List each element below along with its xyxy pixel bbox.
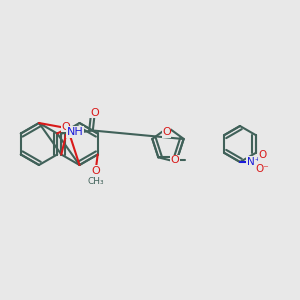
Text: O⁻: O⁻ — [256, 164, 269, 175]
Text: CH₃: CH₃ — [88, 177, 104, 186]
Text: NH: NH — [66, 127, 83, 137]
Text: O: O — [258, 149, 267, 160]
Text: O: O — [162, 127, 171, 137]
Text: O: O — [90, 107, 99, 118]
Text: O: O — [92, 166, 100, 176]
Text: N⁺: N⁺ — [247, 157, 260, 167]
Text: O: O — [62, 122, 70, 132]
Text: O: O — [170, 155, 179, 165]
